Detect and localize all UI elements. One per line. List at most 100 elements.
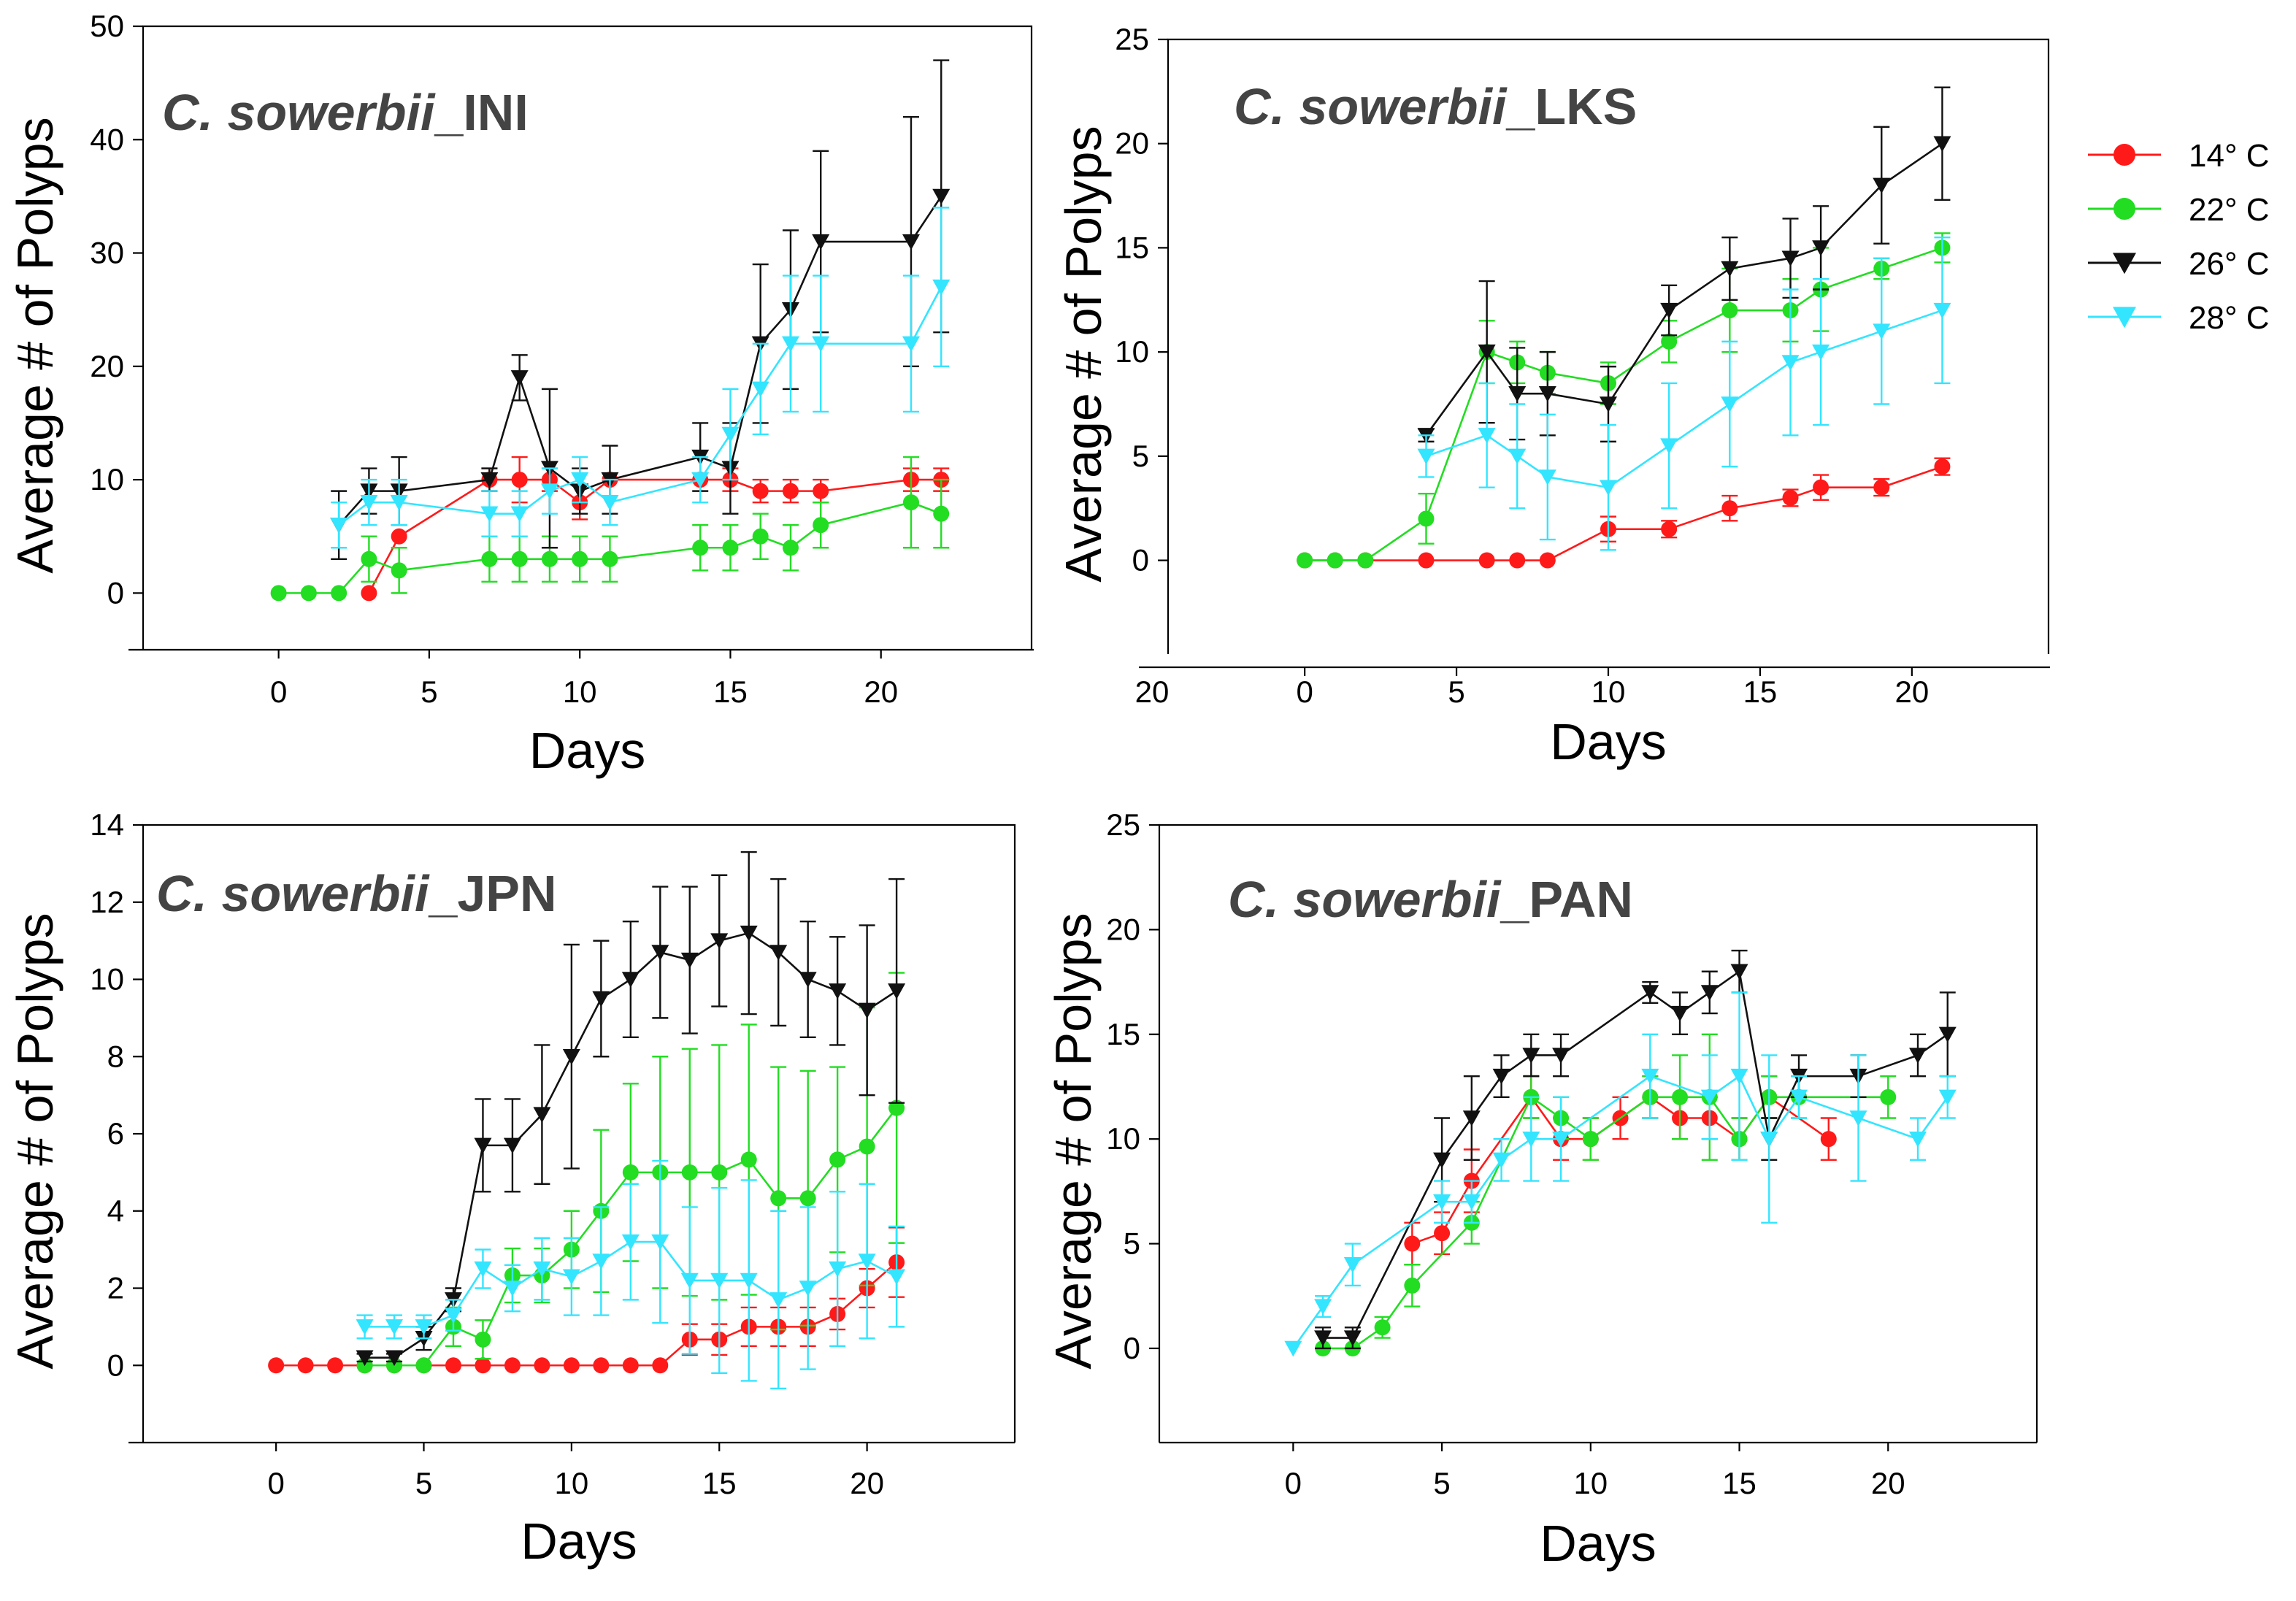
- data-point: [888, 983, 906, 999]
- panel-title-site: _INI: [434, 84, 528, 141]
- y-tick-label: 8: [107, 1039, 124, 1073]
- data-point: [510, 370, 529, 386]
- data-point: [1600, 480, 1617, 496]
- panel-title: C. sowerbii_PAN: [1228, 871, 1633, 928]
- data-point: [799, 1281, 817, 1297]
- data-point: [1478, 344, 1496, 361]
- data-point: [1934, 458, 1951, 475]
- data-point: [1552, 1048, 1570, 1064]
- y-tick-label: 0: [107, 575, 124, 610]
- data-point: [444, 1308, 462, 1324]
- data-point: [1909, 1131, 1927, 1148]
- panel-title-species: C. sowerbii: [1228, 871, 1502, 928]
- data-point: [1909, 1048, 1927, 1064]
- data-point: [1849, 1110, 1867, 1126]
- data-point: [1760, 1131, 1778, 1148]
- data-point: [1661, 333, 1678, 350]
- data-point: [1873, 479, 1890, 496]
- data-point: [829, 983, 847, 999]
- data-point: [533, 1261, 551, 1278]
- data-point: [1820, 1131, 1837, 1148]
- x-edge-tick-label: 20: [1135, 675, 1170, 709]
- x-tick-label: 0: [1296, 675, 1313, 709]
- panel-title-site: _LKS: [1505, 78, 1637, 135]
- data-point: [932, 188, 951, 205]
- legend-marker: [2113, 198, 2135, 220]
- data-point: [415, 1319, 433, 1335]
- y-tick-label: 2: [107, 1271, 124, 1305]
- data-point: [1582, 1131, 1599, 1148]
- x-tick-label: 10: [563, 675, 597, 709]
- data-point: [711, 1164, 728, 1180]
- y-tick-label: 0: [107, 1348, 124, 1382]
- data-point: [1933, 136, 1951, 153]
- x-tick-label: 0: [267, 1466, 284, 1500]
- series-26c: [356, 851, 906, 1367]
- data-point: [812, 234, 830, 250]
- data-point: [813, 483, 829, 499]
- x-tick-label: 15: [1722, 1466, 1756, 1500]
- data-point: [1672, 1089, 1689, 1105]
- data-point: [474, 1261, 492, 1278]
- data-point: [563, 1357, 580, 1374]
- data-point: [361, 550, 377, 567]
- data-point: [799, 972, 817, 988]
- panel-jpn: 0 2 4 6 8 10 12 14 0 5 10 15 20 Days Average # of Poly…: [7, 807, 1016, 1570]
- y-tick-label: 4: [107, 1194, 124, 1228]
- data-point: [481, 550, 498, 567]
- series-22c: [1315, 1033, 1897, 1356]
- data-point: [652, 1357, 669, 1374]
- x-tick-label: 20: [850, 1466, 884, 1500]
- data-point: [933, 505, 950, 522]
- data-point: [390, 494, 408, 511]
- data-point: [1326, 552, 1343, 569]
- data-point: [858, 1002, 876, 1019]
- data-point: [1873, 323, 1891, 339]
- data-point: [622, 1164, 639, 1180]
- data-point: [361, 585, 377, 602]
- y-tick-label: 5: [1124, 1226, 1140, 1261]
- y-tick-label: 6: [107, 1116, 124, 1151]
- data-point: [356, 1350, 374, 1367]
- data-point: [740, 1272, 758, 1289]
- data-point: [769, 945, 788, 961]
- data-point: [1418, 510, 1435, 527]
- data-point: [474, 1137, 492, 1154]
- data-point: [858, 1253, 876, 1270]
- data-point: [622, 1357, 639, 1374]
- series-line: [276, 1262, 897, 1367]
- data-point: [1641, 985, 1659, 1001]
- data-point: [813, 517, 829, 534]
- y-tick-label: 10: [90, 962, 124, 997]
- data-point: [503, 1137, 521, 1154]
- data-point: [681, 1164, 698, 1180]
- data-point: [722, 540, 739, 556]
- data-point: [1812, 240, 1830, 256]
- y-tick-label: 25: [1115, 22, 1149, 56]
- data-point: [1600, 396, 1617, 412]
- data-point: [782, 483, 799, 499]
- data-point: [1880, 1089, 1897, 1105]
- panel-title-site: _PAN: [1500, 871, 1633, 928]
- data-point: [1671, 1005, 1689, 1022]
- y-tick-label: 10: [90, 462, 124, 496]
- panel-title: C. sowerbii_LKS: [1234, 78, 1637, 135]
- data-point: [1433, 1152, 1451, 1169]
- data-point: [888, 1269, 906, 1286]
- data-point: [1508, 448, 1527, 465]
- data-point: [1782, 489, 1799, 506]
- data-point: [1781, 250, 1800, 267]
- panel-title: C. sowerbii_INI: [162, 84, 529, 141]
- data-point: [533, 1107, 551, 1123]
- panel-lks: 0 5 10 15 20 25 0 5 10 15 20 20 Days Average # of Pol…: [1055, 22, 2050, 770]
- data-point: [752, 528, 769, 545]
- x-tick-label: 10: [555, 1466, 589, 1500]
- data-point: [740, 925, 758, 942]
- legend: 14° C 22° C 26° C 28° C: [2088, 138, 2270, 336]
- data-point: [1873, 177, 1891, 194]
- y-tick-label: 15: [1115, 230, 1149, 264]
- data-point: [769, 1292, 788, 1308]
- series-line: [1305, 247, 1943, 561]
- data-point: [504, 1357, 521, 1374]
- x-tick-label: 10: [1592, 675, 1626, 709]
